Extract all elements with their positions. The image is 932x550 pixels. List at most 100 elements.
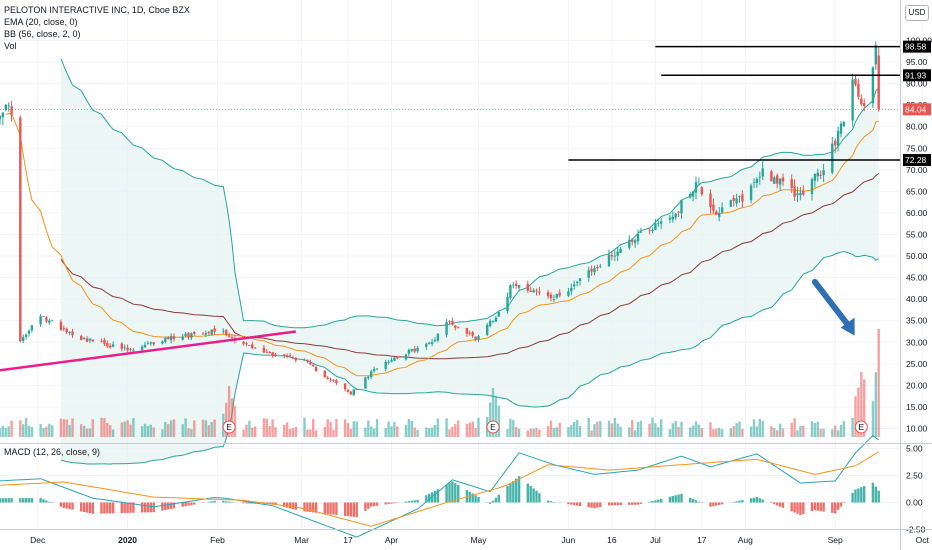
volume-bar xyxy=(836,430,840,437)
macd-legend: MACD (12, 26, close, 9) xyxy=(4,447,101,457)
candle-body xyxy=(538,291,541,293)
volume-bar xyxy=(428,428,431,437)
candle-body xyxy=(633,240,637,244)
currency-button[interactable]: USD xyxy=(905,5,929,21)
macd-histogram-bar xyxy=(578,502,582,506)
macd-histogram-bar xyxy=(288,502,292,509)
volume-bar xyxy=(657,427,660,437)
macd-histogram-bar xyxy=(712,502,715,507)
macd-histogram-bar xyxy=(610,502,614,506)
volume-bar xyxy=(506,429,509,437)
earnings-marker xyxy=(854,420,868,434)
macd-histogram-bar xyxy=(271,502,274,505)
macd-histogram-bar xyxy=(755,497,759,503)
macd-histogram-bar xyxy=(384,502,387,505)
macd-histogram-bar xyxy=(387,502,390,505)
macd-histogram-bar xyxy=(451,481,454,503)
volume-bar xyxy=(854,396,857,437)
price-tick-label: 30.00 xyxy=(906,337,928,347)
volume-bar xyxy=(451,426,454,437)
candle-body xyxy=(227,335,231,337)
candle-body xyxy=(85,338,89,342)
macd-histogram-bar xyxy=(404,501,408,503)
macd-histogram-bar xyxy=(4,498,7,503)
macd-histogram-bar xyxy=(680,493,683,503)
bb-fill xyxy=(60,58,879,465)
candle-body xyxy=(103,340,106,344)
macd-histogram-bar xyxy=(512,481,515,503)
macd-histogram-bar xyxy=(71,502,74,510)
candle-body xyxy=(575,281,579,284)
candle-body xyxy=(831,143,834,173)
candle-body xyxy=(225,329,228,336)
macd-histogram-bar xyxy=(352,502,355,517)
candle-body xyxy=(607,254,611,267)
candle-body xyxy=(535,290,538,292)
macd-histogram-bar xyxy=(120,502,123,514)
candle-body xyxy=(694,182,698,193)
volume-bar xyxy=(384,427,387,437)
candle-body xyxy=(593,268,596,273)
volume-bar xyxy=(677,426,680,437)
candle-body xyxy=(323,370,326,378)
price-label-text: 91.93 xyxy=(905,70,927,80)
candle-body xyxy=(735,198,738,204)
candle-body xyxy=(7,105,10,107)
candle-body xyxy=(758,176,761,178)
volume-bar xyxy=(778,423,782,437)
macd-histogram-bar xyxy=(854,489,857,503)
volume-bar xyxy=(24,418,28,437)
macd-histogram-bar xyxy=(738,500,741,503)
macd-histogram-bar xyxy=(773,502,776,505)
macd-histogram-bar xyxy=(538,493,541,503)
macd-histogram-bar xyxy=(329,502,332,515)
volume-bar xyxy=(184,418,187,437)
candle-body xyxy=(132,349,135,351)
macd-histogram-bar xyxy=(691,499,695,503)
volume-bar xyxy=(497,405,500,437)
candle-body xyxy=(749,185,753,201)
macd-histogram-bar xyxy=(123,502,126,513)
macd-histogram-bar xyxy=(88,502,92,514)
candle-body xyxy=(248,345,251,346)
candle-body xyxy=(570,287,573,292)
candle-body xyxy=(306,359,309,362)
volume-bar xyxy=(660,419,663,437)
macd-histogram-bar xyxy=(628,502,631,505)
volume-bar xyxy=(323,426,326,437)
volume-bar xyxy=(526,430,529,437)
candle-body xyxy=(384,361,387,369)
candle-body xyxy=(596,267,599,269)
volume-bar xyxy=(1,425,5,437)
macd-histogram-bar xyxy=(413,500,416,503)
macd-histogram-bar xyxy=(225,501,228,503)
volume-bar xyxy=(517,428,521,437)
candle-body xyxy=(19,117,22,342)
candle-body xyxy=(184,333,187,336)
candle-body xyxy=(790,179,793,188)
candle-body xyxy=(709,193,712,208)
volume-bar xyxy=(477,417,480,437)
macd-histogram-bar xyxy=(474,495,477,503)
price-label-text: 98.58 xyxy=(905,42,927,52)
price-tick-label: 20.00 xyxy=(906,380,928,390)
volume-bar xyxy=(761,420,764,437)
candle-body xyxy=(326,377,329,379)
candle-body xyxy=(863,103,866,106)
candle-body xyxy=(654,223,657,231)
macd-histogram-bar xyxy=(616,502,619,506)
volume-bar xyxy=(312,419,315,437)
volume-bar xyxy=(303,417,306,437)
macd-histogram-bar xyxy=(109,502,112,514)
candle-body xyxy=(860,98,863,105)
candle-body xyxy=(268,351,271,354)
macd-histogram-bar xyxy=(863,486,866,503)
volume-bar xyxy=(709,422,712,437)
volume-bar xyxy=(689,427,692,437)
volume-bar xyxy=(834,425,837,437)
candle-body xyxy=(355,389,358,390)
candle-body xyxy=(651,229,654,232)
macd-histogram-bar xyxy=(477,496,480,503)
macd-histogram-bar xyxy=(457,484,460,503)
candle-body xyxy=(24,334,28,337)
